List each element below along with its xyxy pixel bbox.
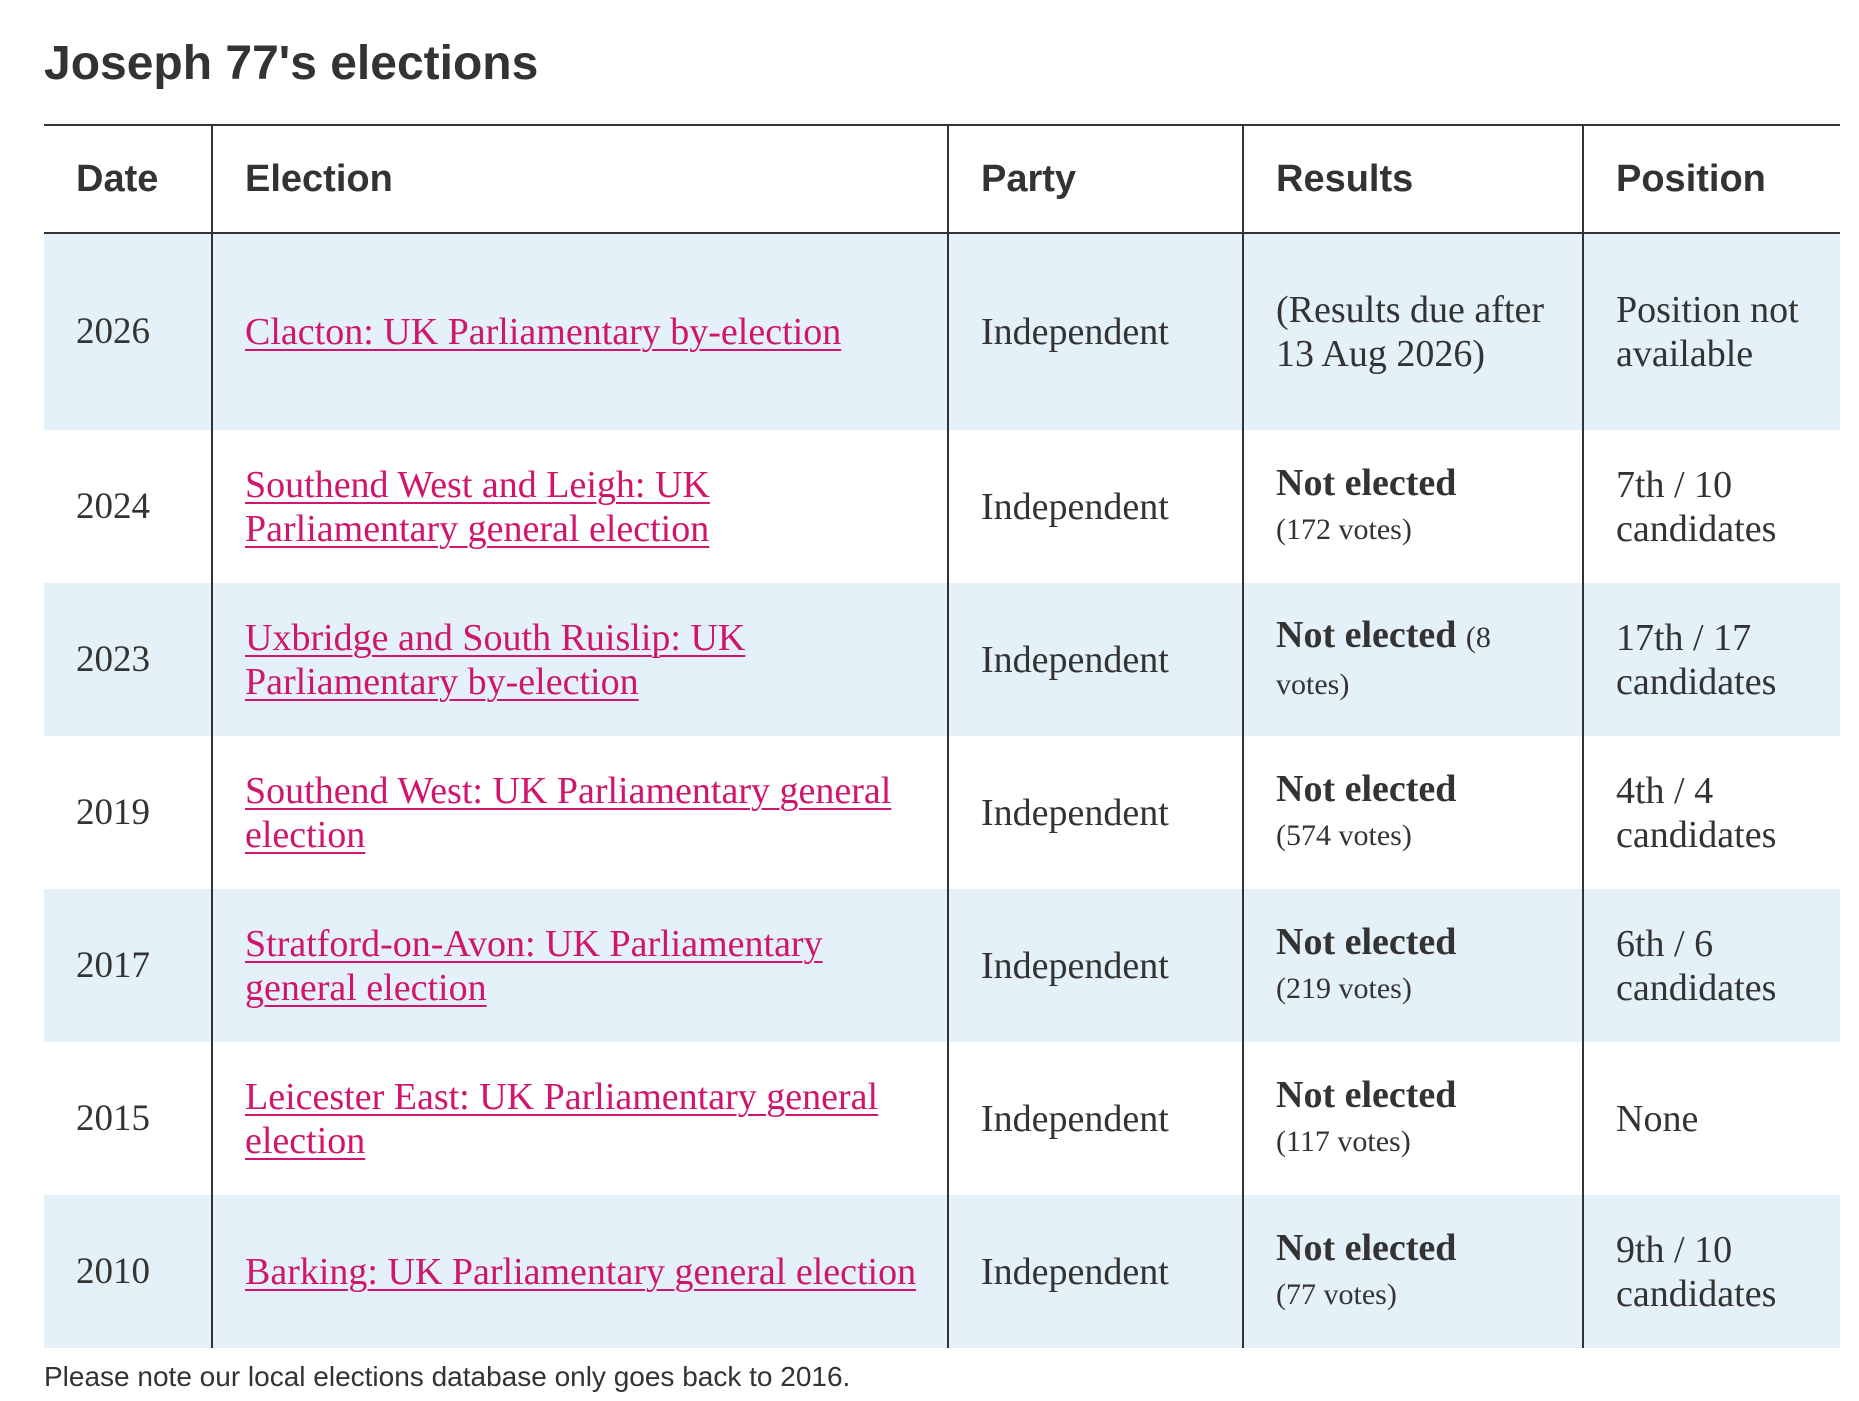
row-position: Position not available [1582,233,1840,430]
row-position: 9th / 10 candidates [1582,1195,1840,1348]
table-header: Date Election Party Results Position [44,125,1840,233]
table-row: 2026 Clacton: UK Parliamentary by-electi… [44,233,1840,430]
row-position: None [1582,1042,1840,1195]
header-position: Position [1582,125,1840,233]
table-row: 2019 Southend West: UK Parliamentary gen… [44,736,1840,889]
election-link[interactable]: Stratford-on-Avon: UK Parliamentary gene… [245,922,823,1009]
results-due-text: (Results due after 13 Aug 2026) [1276,289,1545,375]
header-row: Date Election Party Results Position [44,125,1840,233]
database-note: Please note our local elections database… [44,1361,851,1392]
header-election: Election [211,125,948,233]
header-party: Party [947,125,1243,233]
election-link[interactable]: Barking: UK Parliamentary general electi… [245,1250,917,1293]
page-title: Joseph 77's elections [44,37,539,90]
row-date: 2015 [76,1097,150,1139]
row-results: Not elected (219 votes) [1242,889,1583,1042]
row-position: 7th / 10 candidates [1582,430,1840,583]
table-row: 2024 Southend West and Leigh: UK Parliam… [44,430,1840,583]
row-date: 2023 [76,638,150,680]
row-results: Not elected (77 votes) [1242,1195,1583,1348]
election-link[interactable]: Southend West and Leigh: UK Parliamentar… [245,463,710,550]
row-position: 17th / 17 candidates [1582,583,1840,736]
table-row: 2023 Uxbridge and South Ruislip: UK Parl… [44,583,1840,736]
table-row: 2017 Stratford-on-Avon: UK Parliamentary… [44,889,1840,1042]
row-party: Independent [947,583,1243,736]
result-votes: (8 votes) [1276,620,1491,701]
row-party: Independent [947,1195,1243,1348]
result-status: Not elected [1276,1074,1457,1116]
election-link[interactable]: Leicester East: UK Parliamentary general… [245,1075,879,1162]
result-votes: (574 votes) [1276,819,1412,852]
row-position: 6th / 6 candidates [1582,889,1840,1042]
row-party: Independent [947,430,1243,583]
election-link[interactable]: Uxbridge and South Ruislip: UK Parliamen… [245,616,746,703]
header-results: Results [1242,125,1583,233]
row-party: Independent [947,889,1243,1042]
election-link[interactable]: Southend West: UK Parliamentary general … [245,769,892,856]
election-link[interactable]: Clacton: UK Parliamentary by-election [245,311,842,353]
table-row: 2010 Barking: UK Parliamentary general e… [44,1195,1840,1348]
row-election: Stratford-on-Avon: UK Parliamentary gene… [211,889,948,1042]
row-date: 2019 [76,791,150,833]
row-party: Independent [947,233,1243,430]
result-status: Not elected [1276,462,1457,504]
row-position: 4th / 4 candidates [1582,736,1840,889]
result-votes: (172 votes) [1276,513,1412,546]
table-row: 2015 Leicester East: UK Parliamentary ge… [44,1042,1840,1195]
row-election: Leicester East: UK Parliamentary general… [211,1042,948,1195]
row-date: 2026 [76,311,150,352]
row-date: 2024 [76,485,150,527]
row-date: 2010 [76,1250,150,1292]
row-election: Southend West: UK Parliamentary general … [211,736,948,889]
row-election: Barking: UK Parliamentary general electi… [211,1195,948,1348]
result-status: Not elected [1276,768,1457,810]
result-votes: (219 votes) [1276,972,1412,1005]
row-election: Uxbridge and South Ruislip: UK Parliamen… [211,583,948,736]
table-body: 2026 Clacton: UK Parliamentary by-electi… [44,233,1840,1348]
row-results: Not elected (574 votes) [1242,736,1583,889]
result-votes: (77 votes) [1276,1278,1397,1311]
result-status: Not elected [1276,613,1457,656]
result-votes: (117 votes) [1276,1125,1411,1158]
elections-table: Date Election Party Results Position 202… [44,124,1840,1348]
row-date: 2017 [76,944,150,986]
result-status: Not elected [1276,921,1457,963]
row-election: Southend West and Leigh: UK Parliamentar… [211,430,948,583]
header-date: Date [76,157,159,200]
row-election: Clacton: UK Parliamentary by-election [211,233,948,430]
row-results: Not elected (8 votes) [1242,583,1583,736]
row-results: Not elected (172 votes) [1242,430,1583,583]
page-container: Joseph 77's elections Date Election Part… [44,0,1840,1392]
row-results: (Results due after 13 Aug 2026) [1242,233,1583,430]
row-party: Independent [947,1042,1243,1195]
row-results: Not elected (117 votes) [1242,1042,1583,1195]
result-status: Not elected [1276,1227,1457,1269]
row-party: Independent [947,736,1243,889]
